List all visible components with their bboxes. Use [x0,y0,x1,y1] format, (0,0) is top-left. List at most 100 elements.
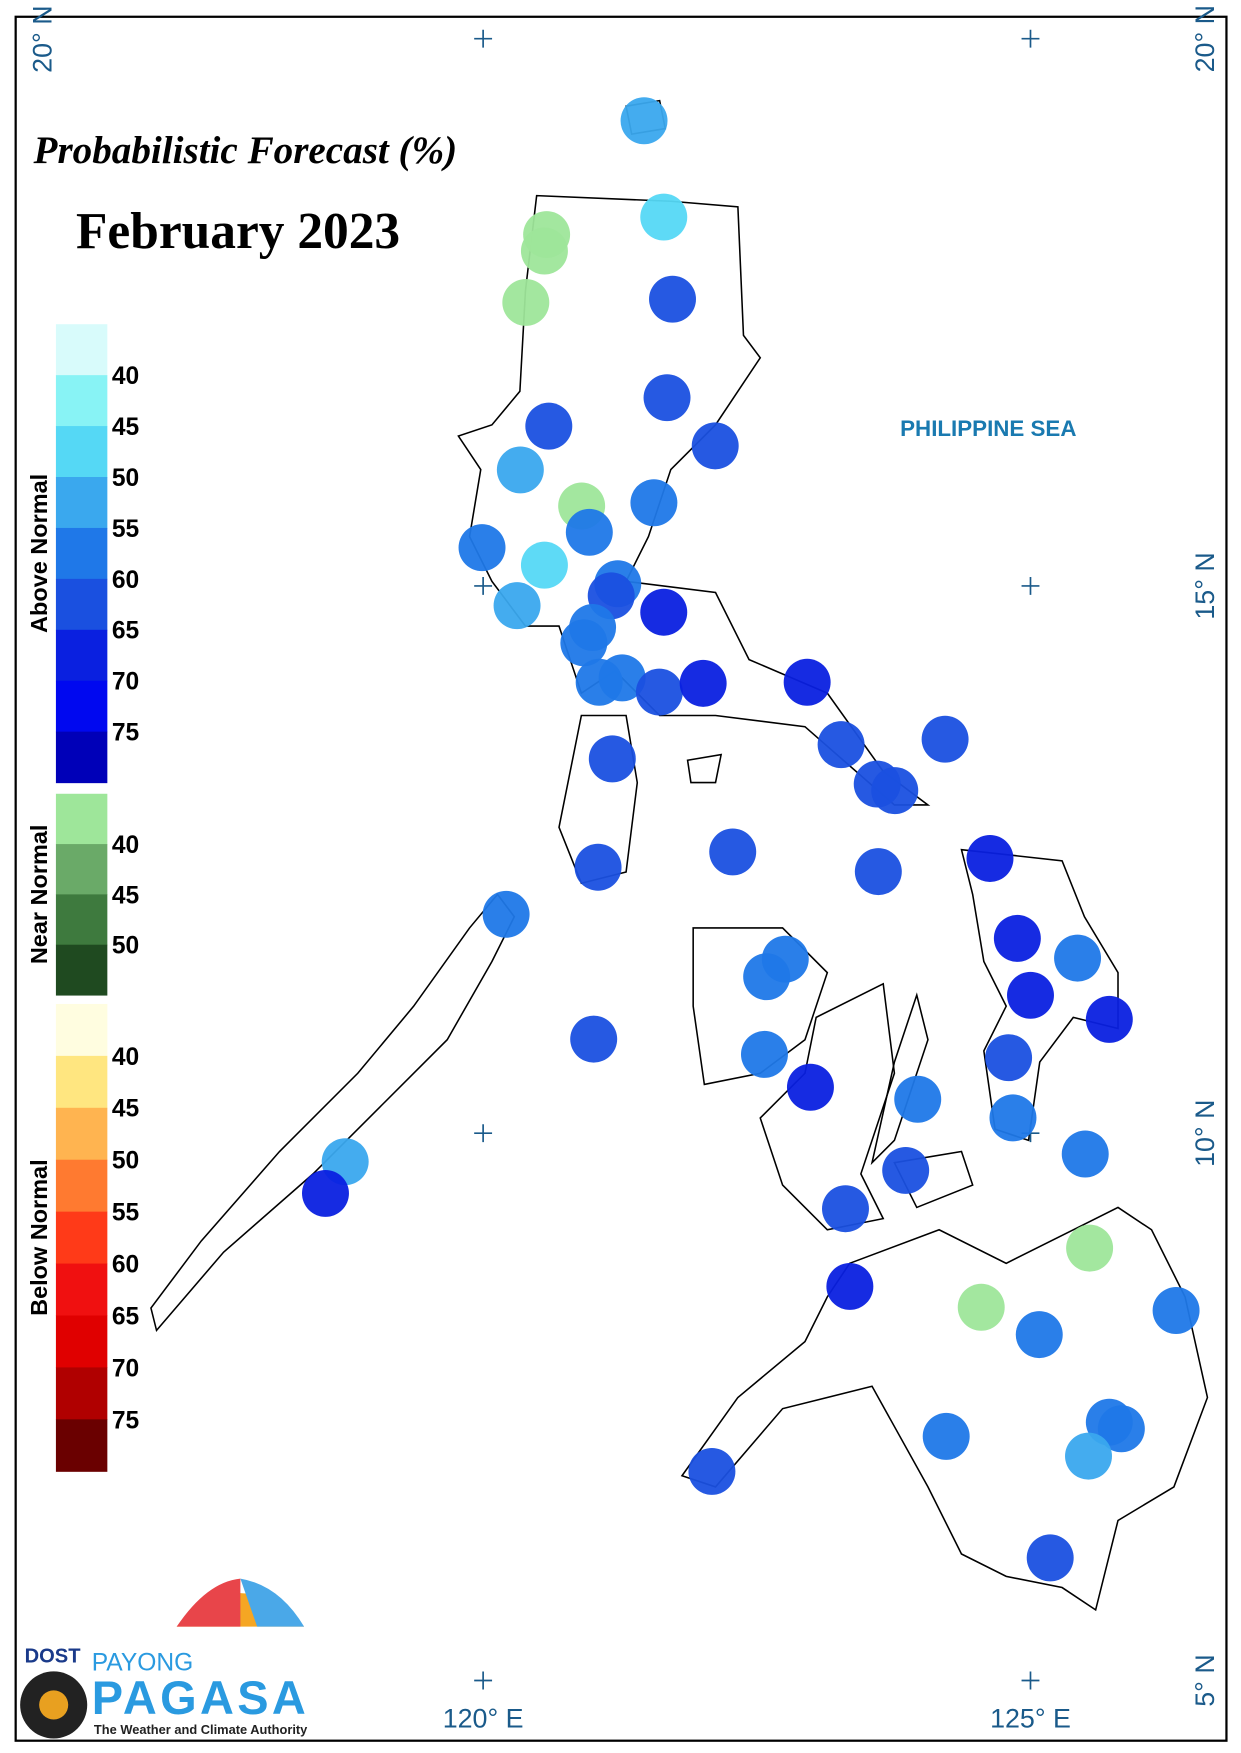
legend-tick: 65 [112,1303,139,1330]
station [786,1063,834,1111]
station [1007,971,1054,1019]
legend-tick: 60 [112,567,139,594]
station [688,1447,736,1495]
station [679,659,727,707]
station [1066,1224,1114,1272]
legend-bin [55,324,108,376]
station [854,848,902,896]
legend-tick: 75 [112,1407,139,1434]
station [635,668,683,716]
station [520,541,568,589]
station [649,275,696,323]
legend-bin [55,477,108,529]
legend-tick: 70 [112,1355,139,1382]
station [598,654,646,702]
station [570,1015,618,1063]
station [740,1030,788,1078]
graticule-cross [474,1671,493,1690]
station [1097,1405,1145,1453]
legend-bin [55,1107,108,1161]
legend-bin [55,1419,108,1472]
legend-bin [55,731,108,784]
station [630,479,678,527]
legend-bin [55,944,108,996]
station [921,715,969,763]
legend-bin [55,527,108,580]
graticule-cross [474,576,493,595]
legend-tick: 55 [112,516,139,543]
lat-label: 10° N [1190,1100,1220,1167]
station [966,835,1014,882]
station [574,843,622,891]
station [743,953,791,1001]
station [620,97,668,145]
station [871,767,919,815]
logo: DOST PAYONG PAGASA The Weather and Clima… [20,1578,309,1739]
lat-label: 15° N [1190,552,1220,619]
legend-bin [55,1159,108,1213]
legend-bin [55,1315,108,1368]
lon-label: 125° E [990,1703,1071,1733]
legend-bin [55,1003,108,1057]
legend-bin [55,793,108,845]
station [640,588,688,636]
station [993,914,1041,962]
station [520,227,568,275]
station [1065,1432,1112,1480]
station [709,828,757,876]
station [502,278,550,326]
legend-bin [55,1055,108,1109]
station [640,193,688,241]
lat-label: 20° N [27,5,57,72]
graticule-cross [1021,1671,1040,1690]
graticule-cross [1021,576,1040,595]
legend-tick: 50 [112,465,139,492]
legend-tick: 75 [112,720,139,747]
legend-tick: 55 [112,1200,139,1227]
station [817,721,865,769]
station [1152,1287,1200,1335]
legend-tick: 45 [112,1096,139,1123]
logo-agency: DOST [25,1645,82,1667]
legend-title: Below Normal [26,1159,52,1316]
station [826,1262,874,1310]
legend-tick: 50 [112,1148,139,1175]
subtitle: February 2023 [76,203,400,260]
station [493,582,541,630]
legend-bin [55,375,108,427]
station [882,1146,930,1194]
umbrella-part [240,1578,305,1627]
legend-bin [55,680,108,733]
station [1054,934,1102,982]
legend-title: Near Normal [26,825,52,965]
legend-tick: 40 [112,832,139,859]
station [496,446,544,494]
station [458,524,506,572]
station [985,1034,1033,1082]
station [989,1094,1037,1142]
legend-bin [55,894,108,946]
legend-bin [55,578,108,631]
station [822,1185,869,1233]
station [1061,1130,1109,1178]
station [1026,1534,1074,1582]
legend-tick: 45 [112,882,139,909]
station [525,402,573,450]
logo-tagline: The Weather and Climate Authority [94,1722,308,1737]
title: Probabilistic Forecast (%) [33,129,458,172]
graticule-cross [474,1124,493,1143]
legend-bin [55,426,108,478]
lat-label: 5° N [1190,1654,1220,1706]
legend-tick: 70 [112,669,139,696]
map-frame [14,15,1228,1742]
logo-brand: PAGASA [92,1671,309,1724]
legend-tick: 40 [112,363,139,390]
station [691,422,739,470]
logo-brand-top: PAYONG [92,1649,194,1676]
lat-label: 20° N [1190,5,1220,72]
sea-label: PHILIPPINE SEA [900,416,1076,441]
lon-label: 120° E [443,1703,524,1733]
legend-title: Above Normal [26,474,52,633]
legend-bin [55,844,108,895]
